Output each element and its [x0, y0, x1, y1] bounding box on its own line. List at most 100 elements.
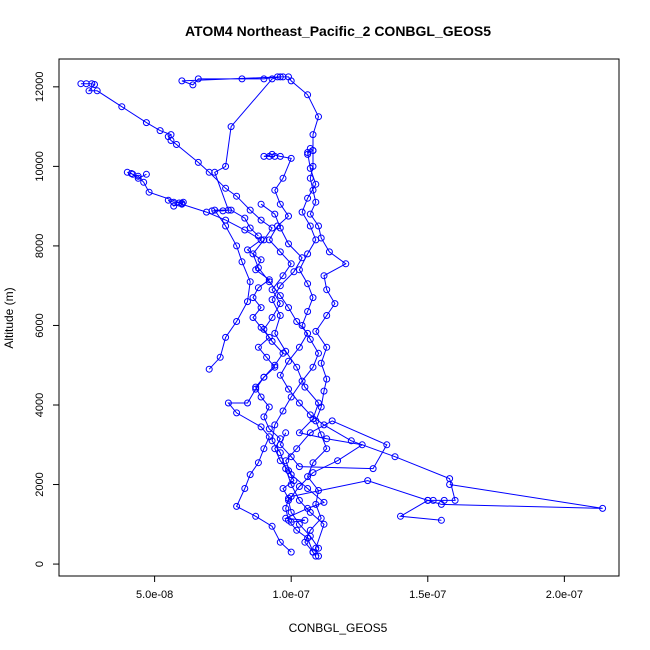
- data-point: [268, 337, 276, 345]
- data-point: [178, 199, 186, 207]
- data-point: [219, 207, 227, 215]
- data-point: [397, 512, 404, 520]
- data-point: [279, 174, 287, 182]
- data-point: [312, 180, 320, 188]
- data-point: [222, 184, 230, 192]
- data-point: [254, 232, 262, 240]
- data-point: [244, 298, 251, 306]
- data-point: [306, 222, 314, 230]
- data-point: [309, 294, 317, 302]
- y-tick-label: 8000: [34, 234, 46, 258]
- data-point: [306, 210, 314, 218]
- data-point: [282, 504, 290, 512]
- data-point: [304, 485, 312, 492]
- data-point: [249, 314, 257, 321]
- data-point: [285, 212, 292, 220]
- data-point: [325, 248, 333, 256]
- data-point: [257, 304, 265, 312]
- y-tick-label: 12000: [34, 72, 46, 103]
- data-point: [268, 314, 276, 321]
- data-point: [364, 477, 372, 485]
- data-point: [323, 343, 331, 351]
- data-point: [295, 429, 303, 437]
- data-point: [189, 81, 197, 89]
- data-point: [178, 77, 186, 85]
- data-point: [293, 445, 301, 453]
- data-point: [268, 286, 276, 294]
- data-point: [315, 222, 322, 230]
- data-point: [260, 152, 268, 160]
- data-point: [140, 178, 148, 186]
- data-point: [334, 457, 342, 465]
- data-point: [328, 417, 336, 425]
- data-point: [260, 75, 268, 83]
- data-point: [179, 198, 187, 206]
- data-point: [123, 168, 131, 176]
- plot-frame: [58, 58, 620, 577]
- data-point: [287, 393, 295, 401]
- data-point: [298, 254, 306, 262]
- y-tick-label: 2000: [34, 472, 46, 496]
- data-point: [304, 329, 312, 337]
- data-point: [268, 75, 276, 83]
- data-point: [295, 343, 303, 351]
- data-point: [295, 463, 303, 471]
- chart-title: ATOM4 Northeast_Pacific_2 CONBGL_GEOS5: [185, 23, 491, 39]
- data-point: [304, 473, 312, 481]
- series-line: [291, 480, 603, 509]
- data-point: [194, 158, 202, 166]
- series-line: [80, 83, 456, 521]
- data-point: [446, 481, 454, 488]
- series-line: [227, 153, 292, 553]
- data-point: [304, 504, 312, 512]
- data-point: [320, 387, 328, 395]
- data-point: [437, 516, 445, 524]
- data-point: [285, 385, 292, 393]
- data-point: [249, 250, 257, 258]
- data-point: [268, 150, 276, 158]
- data-point: [285, 240, 292, 248]
- data-point: [290, 268, 298, 276]
- data-point: [260, 325, 268, 333]
- data-point: [276, 312, 284, 319]
- data-point: [260, 445, 268, 453]
- data-point: [312, 198, 320, 206]
- data-point: [287, 518, 295, 526]
- data-point: [358, 441, 366, 449]
- data-point: [252, 383, 260, 391]
- data-point: [298, 208, 306, 216]
- data-point: [233, 318, 241, 325]
- data-point: [309, 415, 317, 423]
- data-point: [224, 399, 232, 407]
- data-point: [265, 433, 273, 441]
- data-point: [323, 286, 331, 294]
- plot-area: [77, 73, 607, 560]
- data-point: [287, 453, 295, 461]
- data-point: [309, 162, 317, 170]
- data-point: [244, 399, 251, 407]
- data-point: [142, 170, 150, 178]
- data-point: [246, 224, 254, 232]
- data-point: [145, 188, 153, 196]
- data-point: [222, 333, 230, 341]
- data-point: [279, 272, 287, 280]
- data-point: [279, 407, 287, 415]
- series-line: [260, 203, 364, 549]
- data-point: [309, 186, 317, 194]
- data-point: [282, 457, 290, 465]
- data-point: [271, 210, 279, 218]
- data-point: [268, 522, 276, 530]
- data-point: [287, 154, 295, 162]
- data-point: [238, 258, 246, 266]
- data-point: [424, 496, 432, 504]
- y-tick-label: 0: [34, 561, 46, 567]
- data-point: [391, 453, 399, 461]
- data-point: [295, 496, 303, 504]
- x-tick-label: 1.5e-07: [409, 589, 446, 601]
- y-tick-label: 10000: [34, 151, 46, 182]
- data-point: [265, 236, 273, 244]
- data-point: [309, 459, 317, 467]
- data-point: [263, 353, 271, 361]
- data-point: [312, 327, 320, 335]
